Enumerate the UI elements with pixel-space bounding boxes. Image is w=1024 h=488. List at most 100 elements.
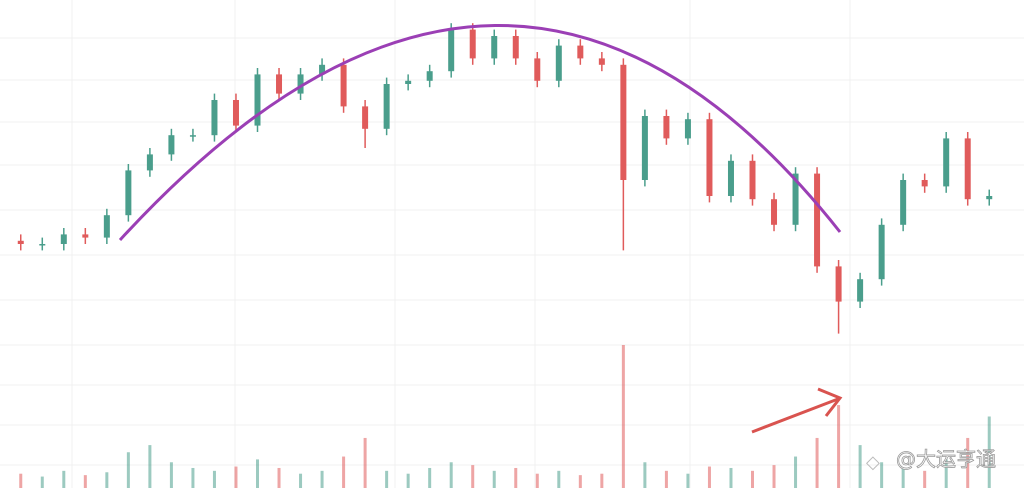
volume-bar xyxy=(858,445,862,488)
candle-body xyxy=(340,64,347,107)
volume-bar xyxy=(643,462,647,488)
volume-bar xyxy=(901,467,905,488)
volume-bar xyxy=(385,470,389,488)
candle-body xyxy=(319,64,326,75)
candle-body xyxy=(254,74,261,126)
candle-body xyxy=(426,71,433,81)
volume-bar xyxy=(707,466,711,488)
volume-bar xyxy=(277,467,281,488)
volume-bar xyxy=(492,470,496,488)
volume-bar xyxy=(471,465,475,488)
candle-body xyxy=(534,58,541,81)
candle-body xyxy=(448,29,455,72)
candle-body xyxy=(168,135,175,155)
candle-body xyxy=(39,244,46,246)
watermark-icon: ◇ xyxy=(866,452,880,473)
candle-body xyxy=(900,180,907,225)
candle-body xyxy=(857,279,864,302)
volume-bar xyxy=(256,459,259,488)
candle-body xyxy=(125,170,132,216)
volume-bar xyxy=(320,470,324,488)
volume-bar xyxy=(449,462,453,488)
volume-bar xyxy=(535,473,539,488)
volume-bar xyxy=(514,467,518,488)
candle-body xyxy=(297,74,304,94)
volume-bar xyxy=(751,470,754,488)
candle-body xyxy=(964,138,971,200)
volume-bar xyxy=(729,467,733,488)
volume-bar xyxy=(428,467,432,488)
volume-bar xyxy=(148,445,152,488)
candle-body xyxy=(146,154,153,171)
candle-body xyxy=(921,180,928,187)
volume-bar xyxy=(600,473,604,488)
volume-bar xyxy=(621,345,625,488)
arrow-head xyxy=(817,387,843,417)
candle-body xyxy=(986,196,993,200)
watermark: @大运亨通 xyxy=(896,447,996,471)
volume-bar xyxy=(62,470,66,488)
volume-bar xyxy=(191,467,195,488)
candle-body xyxy=(663,116,670,139)
volume-bar xyxy=(880,462,884,488)
candle-body xyxy=(232,100,239,126)
arrow-shaft xyxy=(751,397,839,434)
candle-body xyxy=(684,119,691,139)
volume-bar xyxy=(578,475,582,488)
candle-body xyxy=(835,266,842,302)
trend-arc xyxy=(118,24,842,242)
candle-body xyxy=(512,36,519,59)
volume-bar xyxy=(299,473,303,488)
volume-bar xyxy=(212,470,216,488)
candle-body xyxy=(555,45,562,81)
candle-body xyxy=(276,74,283,94)
candle-body xyxy=(362,106,369,129)
volume-bar xyxy=(19,473,23,488)
candle-body xyxy=(727,160,734,196)
candle-body xyxy=(641,116,648,180)
candle-body xyxy=(82,234,89,238)
candle-body xyxy=(469,29,476,59)
candles xyxy=(17,23,993,488)
volume-bar xyxy=(686,473,690,488)
candle-body xyxy=(60,234,67,244)
candle-body xyxy=(771,199,778,225)
candle-body xyxy=(189,135,196,137)
volume-bar xyxy=(664,470,668,488)
volume-bar xyxy=(406,473,410,488)
volume-bar xyxy=(234,466,238,488)
candle-body xyxy=(620,64,627,180)
candle-body xyxy=(943,138,950,187)
volume-bar xyxy=(105,472,109,488)
volume-bar xyxy=(342,456,346,488)
candle-body xyxy=(17,240,24,244)
volume-bar xyxy=(83,475,87,488)
candle-body xyxy=(792,173,799,225)
candle-body xyxy=(598,58,605,65)
candle-body xyxy=(103,215,110,238)
candle-body xyxy=(405,80,412,84)
volume-bar xyxy=(40,476,44,488)
candle-body xyxy=(211,100,218,136)
candle-body xyxy=(491,36,498,59)
volume-bar xyxy=(837,405,841,488)
candle-body xyxy=(749,160,756,200)
volume-bar xyxy=(966,437,970,488)
volume-bar xyxy=(169,462,173,488)
volume-bar xyxy=(557,470,561,488)
candle-body xyxy=(814,173,821,267)
volume-bar xyxy=(815,437,819,488)
candle-body xyxy=(577,45,584,59)
volume-bar xyxy=(944,459,948,488)
volume-bar xyxy=(772,465,776,488)
volume-bar xyxy=(923,470,927,488)
volume-bar xyxy=(363,437,367,488)
candle-body xyxy=(383,84,390,129)
candle-body xyxy=(878,224,885,280)
volume-bar xyxy=(987,416,991,488)
volume-bar xyxy=(794,456,798,488)
volume-bar xyxy=(126,452,130,488)
